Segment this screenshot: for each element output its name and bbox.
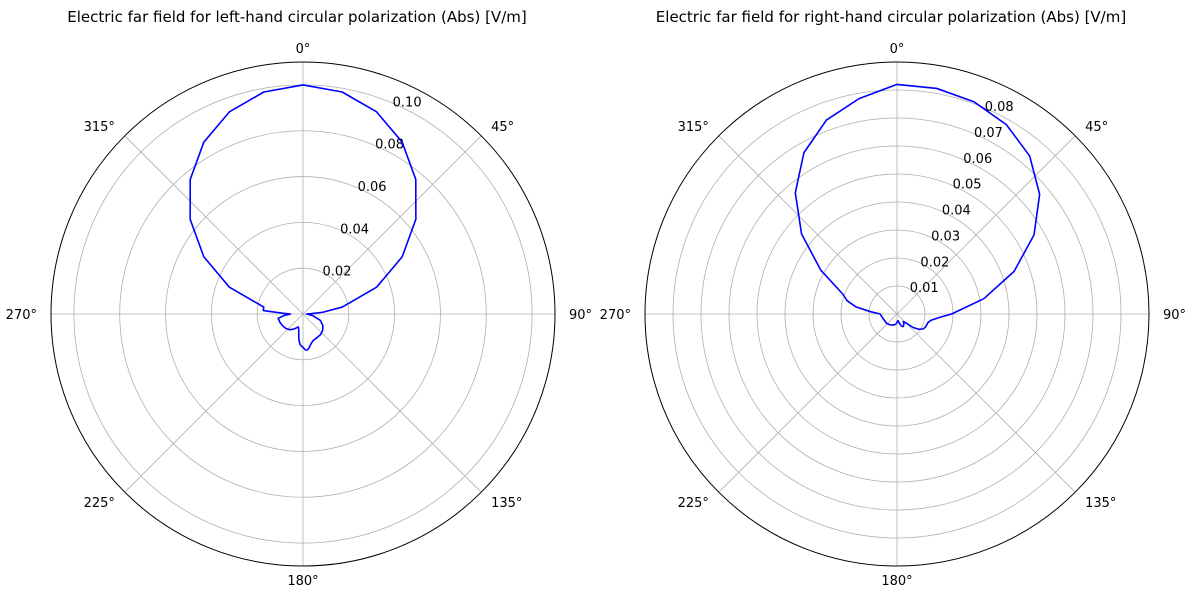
theta-tick-label: 135° bbox=[1085, 496, 1116, 511]
r-tick-label: 0.03 bbox=[931, 229, 960, 244]
left-chart-panel: Electric far field for left-hand circula… bbox=[0, 0, 594, 605]
theta-tick-label: 0° bbox=[296, 42, 311, 57]
theta-grid-line bbox=[124, 135, 304, 315]
theta-grid-line bbox=[718, 313, 898, 493]
theta-tick-label: 270° bbox=[6, 308, 37, 323]
polar-frame bbox=[50, 61, 556, 567]
theta-tick-label: 45° bbox=[1085, 120, 1108, 135]
r-tick-label: 0.07 bbox=[974, 126, 1003, 141]
theta-grid-line bbox=[302, 313, 482, 493]
left-chart-title: Electric far field for left-hand circula… bbox=[67, 8, 527, 26]
right-polar-plot: 0.01 0.02 0.03 0.04 0.05 0.06 0.07 0.08 0° 45° 90°… bbox=[600, 42, 1186, 589]
theta-tick-label: 180° bbox=[881, 574, 912, 589]
r-tick-label: 0.02 bbox=[323, 265, 352, 280]
grid-group bbox=[51, 62, 555, 566]
r-tick-label: 0.02 bbox=[920, 255, 949, 270]
theta-tick-label: 90° bbox=[569, 308, 592, 323]
theta-tick-label: 225° bbox=[84, 496, 115, 511]
r-tick-label: 0.08 bbox=[375, 138, 404, 153]
r-tick-label: 0.10 bbox=[393, 95, 422, 110]
grid-group bbox=[645, 62, 1149, 566]
theta-tick-label: 270° bbox=[600, 308, 631, 323]
r-tick-label: 0.06 bbox=[963, 152, 992, 167]
theta-tick-label: 135° bbox=[491, 496, 522, 511]
series-line bbox=[794, 83, 1041, 331]
r-tick-label: 0.06 bbox=[358, 180, 387, 195]
theta-tick-label: 180° bbox=[287, 574, 318, 589]
theta-grid-line bbox=[302, 135, 482, 315]
theta-tick-label: 225° bbox=[678, 496, 709, 511]
theta-tick-label: 315° bbox=[84, 120, 115, 135]
series-line bbox=[189, 84, 417, 351]
right-chart-panel: Electric far field for right-hand circul… bbox=[594, 0, 1188, 605]
theta-grid-line bbox=[896, 135, 1076, 315]
theta-grid-line bbox=[124, 313, 304, 493]
theta-tick-label: 0° bbox=[890, 42, 905, 57]
right-chart-title: Electric far field for right-hand circul… bbox=[655, 8, 1127, 26]
polar-frame bbox=[644, 61, 1150, 567]
r-tick-label: 0.05 bbox=[953, 178, 982, 193]
r-tick-label: 0.04 bbox=[340, 222, 369, 237]
r-tick-label: 0.04 bbox=[942, 204, 971, 219]
r-tick-label: 0.08 bbox=[985, 100, 1014, 115]
theta-tick-label: 45° bbox=[491, 120, 514, 135]
theta-grid-line bbox=[896, 313, 1076, 493]
theta-tick-label: 315° bbox=[678, 120, 709, 135]
r-tick-label: 0.01 bbox=[910, 281, 939, 296]
theta-tick-label: 90° bbox=[1163, 308, 1186, 323]
theta-grid-line bbox=[718, 135, 898, 315]
left-polar-plot: 0.02 0.04 0.06 0.08 0.10 0° 45° 90° 135° 180° 225°… bbox=[6, 42, 592, 589]
